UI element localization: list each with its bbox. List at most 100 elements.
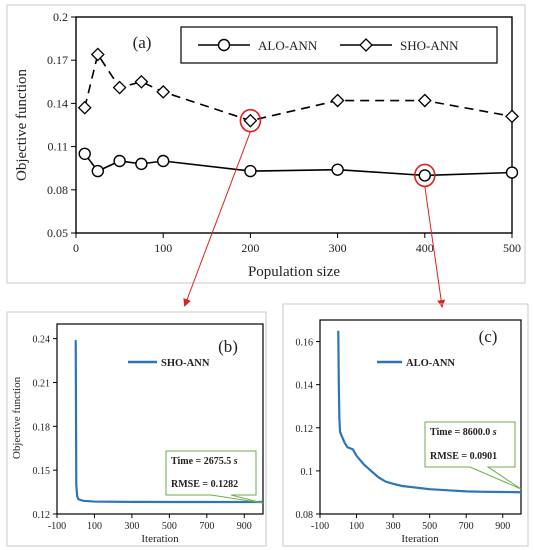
panel-a-y-axis-title: Objective function — [14, 68, 30, 181]
c-y-tick-label: 0.16 — [296, 338, 314, 349]
data-point-sho-ann — [77, 100, 92, 115]
b-x-tick-label: 300 — [124, 521, 139, 532]
legend-marker-sho-ann — [359, 38, 373, 52]
c-y-tick-label: 0.1 — [301, 467, 314, 478]
panel-c-annotation: Time = 8600.0 s RMSE = 0.0901 — [424, 421, 522, 490]
series-line-alo-ann — [84, 153, 513, 177]
legend-label-sho-ann-b: SHO-ANN — [161, 358, 210, 369]
b-y-tick-label: 0.15 — [33, 466, 51, 477]
data-point-sho-ann — [134, 74, 149, 89]
panel-c-callout-box — [424, 421, 522, 490]
panel-c-x-ticks: -100 100 300 500 700 900 — [311, 514, 510, 532]
a-x-tick-label: 0 — [73, 241, 79, 255]
a-y-tick-label: 0.08 — [47, 183, 68, 197]
panel-a-y-ticks: 0.05 0.08 0.11 0.14 0.17 0.2 — [47, 10, 76, 240]
data-point-alo-ann — [331, 163, 344, 176]
panel-c-time-text: Time = 8600.0 s — [430, 427, 497, 438]
panel-c-time-unit: s — [492, 427, 497, 438]
panel-b: 0.12 0.15 0.18 0.21 0.24 -100 100 300 500 700 900… — [6, 311, 267, 547]
data-point-alo-ann — [418, 169, 431, 182]
panel-a: 0.05 0.08 0.11 0.14 0.17 0.2 0 100 200 300 400 500… — [6, 4, 526, 284]
data-point-sho-ann — [156, 84, 171, 99]
data-point-alo-ann — [505, 166, 519, 179]
panel-b-legend: SHO-ANN — [128, 358, 210, 369]
data-point-sho-ann — [243, 113, 258, 128]
legend-marker-alo-ann — [217, 38, 231, 52]
panel-b-series — [74, 340, 263, 504]
c-y-tick-label: 0.08 — [296, 510, 314, 521]
series-line-sho-ann — [83, 52, 513, 122]
a-y-tick-label: 0.05 — [47, 226, 68, 240]
panel-a-x-ticks: 0 100 200 300 400 500 — [73, 233, 521, 255]
panel-c-legend: ALO-ANN — [377, 358, 455, 369]
data-point-sho-ann — [417, 93, 432, 108]
panel-c-y-ticks: 0.08 0.1 0.12 0.14 0.16 — [296, 338, 320, 521]
b-x-tick-label: -100 — [48, 521, 66, 532]
c-series-line-alo-ann — [337, 330, 522, 494]
legend-label-alo-ann-c: ALO-ANN — [406, 358, 455, 369]
a-y-tick-label: 0.2 — [53, 10, 68, 24]
a-x-tick-label: 200 — [241, 241, 259, 255]
panel-c-border — [282, 303, 529, 547]
c-x-tick-label: -100 — [311, 521, 329, 532]
c-y-tick-label: 0.14 — [296, 381, 314, 392]
a-x-tick-label: 100 — [154, 241, 172, 255]
panel-b-y-axis-title: Objective function — [11, 376, 23, 459]
data-point-alo-ann — [135, 157, 148, 171]
c-x-tick-label: 700 — [459, 521, 474, 532]
c-x-tick-label: 900 — [495, 521, 510, 532]
panel-a-border — [6, 4, 526, 284]
a-x-tick-label: 300 — [329, 241, 347, 255]
a-y-tick-label: 0.14 — [47, 96, 68, 110]
panel-c: 0.080.10.120.140.16 -100 100 300 500 700 900 … — [282, 303, 529, 547]
connector-arrow-to-c — [424, 186, 446, 308]
a-x-tick-label: 400 — [416, 241, 434, 255]
panel-c-x-axis-title: Iteration — [401, 533, 439, 545]
panel-b-annotation: Time = 2675.5 s RMSE = 0.1282 — [165, 450, 264, 504]
b-y-tick-label: 0.18 — [33, 422, 51, 433]
legend-label-alo-ann: ALO-ANN — [258, 38, 318, 53]
panel-a-series — [77, 47, 519, 182]
b-x-tick-label: 500 — [162, 521, 177, 532]
panel-b-y-ticks: 0.12 0.15 0.18 0.21 0.24 — [33, 335, 57, 521]
panel-b-x-axis-title: Iteration — [141, 533, 179, 545]
panel-c-series — [337, 330, 522, 494]
panel-b-time-label: Time = 2675.5 — [171, 456, 231, 467]
a-x-tick-label: 500 — [503, 241, 521, 255]
b-series-line-sho-ann — [74, 340, 263, 504]
panel-a-legend: ALO-ANN SHO-ANN — [180, 26, 498, 64]
b-y-tick-label: 0.24 — [33, 335, 51, 346]
panel-b-plot-area — [56, 323, 264, 515]
c-x-tick-label: 500 — [422, 521, 437, 532]
a-y-tick-label: 0.17 — [47, 53, 68, 67]
c-x-tick-label: 300 — [386, 521, 401, 532]
panel-a-label: (a) — [133, 33, 152, 52]
data-point-alo-ann — [91, 164, 105, 178]
data-point-alo-ann — [113, 154, 126, 168]
panel-c-label: (c) — [479, 327, 498, 346]
panel-c-rmse: RMSE = 0.0901 — [430, 451, 497, 462]
data-point-sho-ann — [90, 47, 105, 62]
legend-label-sho-ann: SHO-ANN — [400, 38, 459, 53]
panel-b-time-text: Time = 2675.5 s — [171, 456, 238, 467]
c-x-tick-label: 100 — [349, 521, 364, 532]
data-point-alo-ann — [244, 164, 257, 178]
panel-c-plot-area — [319, 319, 522, 515]
data-point-alo-ann — [156, 154, 170, 168]
a-y-tick-label: 0.11 — [47, 140, 68, 154]
data-point-alo-ann — [78, 147, 91, 161]
panel-b-border — [6, 311, 267, 547]
panel-b-rmse: RMSE = 0.1282 — [171, 479, 238, 490]
panel-c-time-label: Time = 8600.0 — [430, 427, 490, 438]
panel-b-callout-box — [165, 450, 264, 504]
b-y-tick-label: 0.21 — [33, 378, 51, 389]
b-y-tick-label: 0.12 — [33, 510, 51, 521]
data-point-sho-ann — [330, 93, 345, 108]
connector-arrows — [183, 131, 446, 308]
panel-a-x-axis-title: Population size — [248, 264, 340, 280]
panel-b-label: (b) — [218, 337, 238, 356]
panel-b-time-unit: s — [233, 456, 238, 467]
b-x-tick-label: 100 — [87, 521, 102, 532]
b-x-tick-label: 700 — [199, 521, 214, 532]
